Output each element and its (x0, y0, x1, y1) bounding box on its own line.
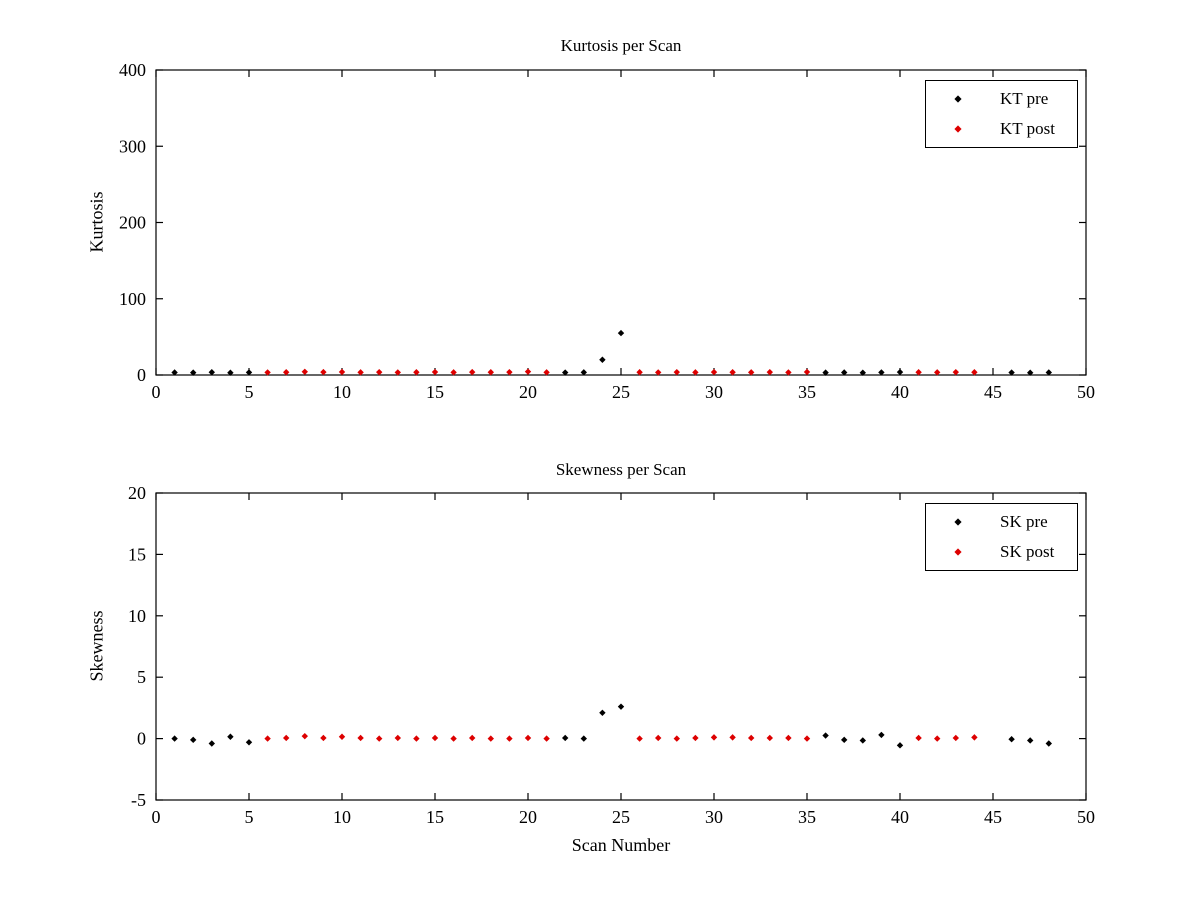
kurtosis-chart-title: Kurtosis per Scan (560, 36, 682, 55)
legend-entry: KT post (926, 114, 1077, 144)
legend-entry: SK post (926, 537, 1077, 567)
svg-text:15: 15 (426, 382, 444, 402)
svg-text:45: 45 (984, 807, 1002, 827)
svg-text:45: 45 (984, 382, 1002, 402)
legend-entry: KT pre (926, 84, 1077, 114)
kurtosis-legend: KT pre KT post (925, 80, 1078, 148)
svg-text:10: 10 (333, 382, 351, 402)
svg-text:5: 5 (245, 382, 254, 402)
skewness-chart-title: Skewness per Scan (555, 460, 687, 479)
svg-text:35: 35 (798, 382, 816, 402)
svg-text:20: 20 (519, 807, 537, 827)
skewness-legend: SK pre SK post (925, 503, 1078, 571)
svg-text:200: 200 (119, 213, 146, 233)
svg-text:50: 50 (1077, 807, 1095, 827)
svg-text:0: 0 (137, 729, 146, 749)
svg-text:5: 5 (137, 667, 146, 687)
diamond-marker-icon (954, 548, 962, 556)
legend-entry: SK pre (926, 507, 1077, 537)
legend-label: SK pre (1000, 512, 1048, 531)
svg-text:10: 10 (333, 807, 351, 827)
kurtosis-y-axis-label: Kurtosis (86, 191, 107, 253)
legend-label: KT pre (1000, 89, 1049, 108)
svg-text:5: 5 (245, 807, 254, 827)
diamond-marker-icon (954, 125, 962, 133)
svg-text:20: 20 (128, 483, 146, 503)
diamond-marker-icon (954, 518, 962, 526)
svg-text:20: 20 (519, 382, 537, 402)
svg-text:40: 40 (891, 382, 909, 402)
svg-text:300: 300 (119, 136, 146, 156)
svg-text:25: 25 (612, 807, 630, 827)
legend-label: SK post (1000, 542, 1055, 561)
svg-text:25: 25 (612, 382, 630, 402)
svg-text:15: 15 (128, 544, 146, 564)
svg-text:50: 50 (1077, 382, 1095, 402)
svg-text:10: 10 (128, 606, 146, 626)
skewness-y-axis-label: Skewness (86, 610, 107, 682)
x-axis-label: Scan Number (571, 835, 671, 855)
svg-text:-5: -5 (131, 790, 146, 810)
svg-text:0: 0 (152, 382, 161, 402)
svg-text:100: 100 (119, 289, 146, 309)
diamond-marker-icon (954, 95, 962, 103)
svg-text:0: 0 (137, 365, 146, 385)
svg-text:30: 30 (705, 807, 723, 827)
svg-text:0: 0 (152, 807, 161, 827)
svg-text:40: 40 (891, 807, 909, 827)
svg-text:35: 35 (798, 807, 816, 827)
svg-text:400: 400 (119, 60, 146, 80)
legend-label: KT post (1000, 119, 1055, 138)
svg-text:30: 30 (705, 382, 723, 402)
svg-text:15: 15 (426, 807, 444, 827)
